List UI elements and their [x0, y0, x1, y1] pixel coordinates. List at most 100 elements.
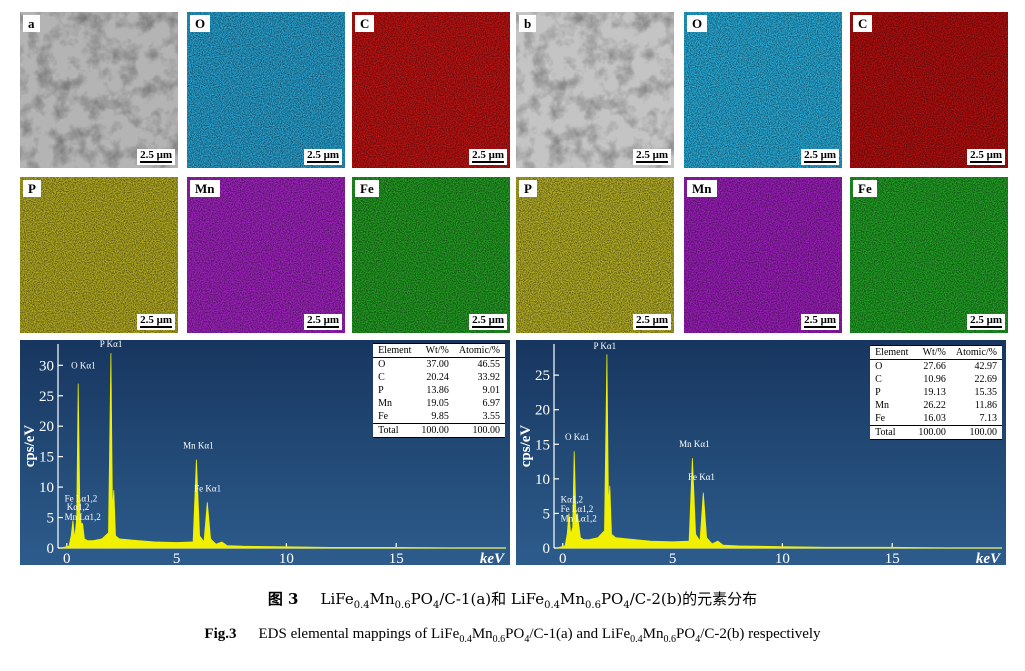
scale-bar-text: 2.5 μm [307, 149, 339, 161]
table-cell: C [875, 374, 882, 385]
table-cell: 100.00 [913, 425, 951, 440]
table-cell: 3.55 [482, 411, 501, 422]
peak-label: Kα1,2 [561, 494, 583, 504]
scale-bar: 2.5 μm [304, 149, 342, 165]
map-tile: Mn 2.5 μm [684, 177, 842, 333]
map-tile: O 2.5 μm [684, 12, 842, 168]
table-cell: Mn [378, 398, 392, 409]
table-header: Element Wt/% Atomic/% [373, 343, 505, 358]
table-cell: C [378, 372, 385, 383]
table-cell: P [378, 385, 384, 396]
scale-bar-text: 2.5 μm [472, 314, 504, 326]
table-cell: 100.00 [950, 425, 1002, 440]
tile-label: C [853, 15, 873, 32]
scale-bar: 2.5 μm [137, 149, 175, 165]
table-row: Total 100.00 100.00 [870, 425, 1002, 440]
table-cell: 37.00 [426, 359, 449, 370]
peak-label: Mn Lα1,2 [561, 514, 597, 524]
map-tile: Fe 2.5 μm [850, 177, 1008, 333]
table-cell: 19.13 [923, 387, 946, 398]
x-tick-label: 10 [279, 551, 294, 565]
map-tile: Mn 2.5 μm [187, 177, 345, 333]
map-texture [516, 12, 674, 168]
figure-caption: Fig.3 EDS elemental mappings of LiFe0.4Mn… [0, 626, 1025, 645]
header-cell: Atomic/% [950, 345, 1002, 360]
table-cell: 22.69 [974, 374, 998, 385]
scale-bar-text: 2.5 μm [636, 314, 668, 326]
table-cell: 11.86 [974, 400, 997, 411]
scale-bar-text: 2.5 μm [636, 149, 668, 161]
table-cell: 100.00 [453, 423, 505, 438]
composition-table: Element Wt/% Atomic/% O 27.66 42.97 C 10.96 22.6… [870, 345, 1002, 440]
map-image [684, 12, 842, 168]
caption-text: Mn [369, 590, 395, 608]
scale-bar: 2.5 μm [967, 149, 1005, 165]
tile-label: O [190, 15, 211, 32]
table-cell: Fe [875, 413, 886, 424]
y-tick-label: 30 [39, 358, 54, 374]
scale-bar: 2.5 μm [469, 314, 507, 330]
table-header: Element Wt/% Atomic/% [870, 345, 1002, 360]
map-texture [850, 12, 1008, 168]
scale-bar-text: 2.5 μm [472, 149, 504, 161]
spectrum-chart: 0 5 10 15 20 25 30 0 5 10 15 keV cps/eV O Kα1 P Kα1 Mn … [22, 340, 506, 565]
map-image [187, 12, 345, 168]
scale-bar: 2.5 μm [633, 314, 671, 330]
tile-label: C [355, 15, 375, 32]
table-cell: O [875, 361, 883, 372]
table-cell: 9.85 [431, 411, 449, 422]
scale-bar-text: 2.5 μm [140, 149, 172, 161]
scale-bar-line [636, 326, 668, 328]
scale-bar-text: 2.5 μm [804, 314, 836, 326]
table-cell: Fe [378, 411, 389, 422]
scale-bar-line [804, 161, 836, 163]
scale-bar: 2.5 μm [801, 314, 839, 330]
map-tile: a 2.5 μm [20, 12, 178, 168]
caption-text: /C-1(a)和 LiFe [439, 590, 545, 608]
scale-bar-text: 2.5 μm [140, 314, 172, 326]
table-row: Fe 9.85 3.55 [373, 410, 505, 424]
table-cell: 19.05 [426, 398, 449, 409]
table-cell: P [875, 387, 881, 398]
peak-label: Mn Lα1,2 [65, 512, 101, 522]
peak-label: Kα1,2 [67, 502, 89, 512]
scale-bar-line [140, 326, 172, 328]
y-tick-label: 20 [535, 403, 550, 419]
scale-bar-text: 2.5 μm [804, 149, 836, 161]
table-cell: 6.97 [482, 398, 501, 409]
table-row: C 20.24 33.92 [373, 371, 505, 384]
x-axis-label: keV [480, 551, 506, 565]
table-cell: 100.00 [416, 423, 454, 438]
scale-bar-line [307, 161, 339, 163]
caption-text: Mn [471, 626, 493, 642]
map-tile: P 2.5 μm [516, 177, 674, 333]
scale-bar-line [970, 161, 1002, 163]
scale-bar-text: 2.5 μm [307, 314, 339, 326]
table-cell: 13.86 [426, 385, 449, 396]
header-cell: Wt/% [913, 345, 951, 360]
caption-subscript: 4 [695, 634, 701, 645]
y-tick-label: 15 [39, 450, 54, 466]
peak-label: P Kα1 [594, 341, 617, 351]
table-row: Mn 19.05 6.97 [373, 397, 505, 410]
map-tile: P 2.5 μm [20, 177, 178, 333]
peak-label: O Kα1 [71, 360, 95, 370]
caption-text: LiFe [320, 590, 354, 608]
table-row: Total 100.00 100.00 [373, 423, 505, 438]
table-cell: 27.66 [923, 361, 946, 372]
caption-text: PO [410, 590, 433, 608]
table-cell: 42.97 [974, 361, 998, 372]
caption-subscript: 0.4 [459, 634, 472, 645]
tile-label: Mn [190, 180, 220, 197]
peak-label: Fe Kα1 [194, 483, 221, 493]
map-tile: b 2.5 μm [516, 12, 674, 168]
composition-table: Element Wt/% Atomic/% O 37.00 46.55 C 20.24 33.9… [373, 343, 505, 438]
peak-label: Fe Lα1,2 [561, 504, 594, 514]
scale-bar-line [472, 326, 504, 328]
eds-spectrum: 0 5 10 15 20 25 30 0 5 10 15 keV cps/eV O Kα1 P Kα1 Mn … [20, 340, 510, 565]
map-image [684, 177, 842, 333]
scale-bar-text: 2.5 μm [970, 149, 1002, 161]
y-tick-label: 15 [535, 437, 550, 453]
table-cell: 9.01 [482, 385, 501, 396]
